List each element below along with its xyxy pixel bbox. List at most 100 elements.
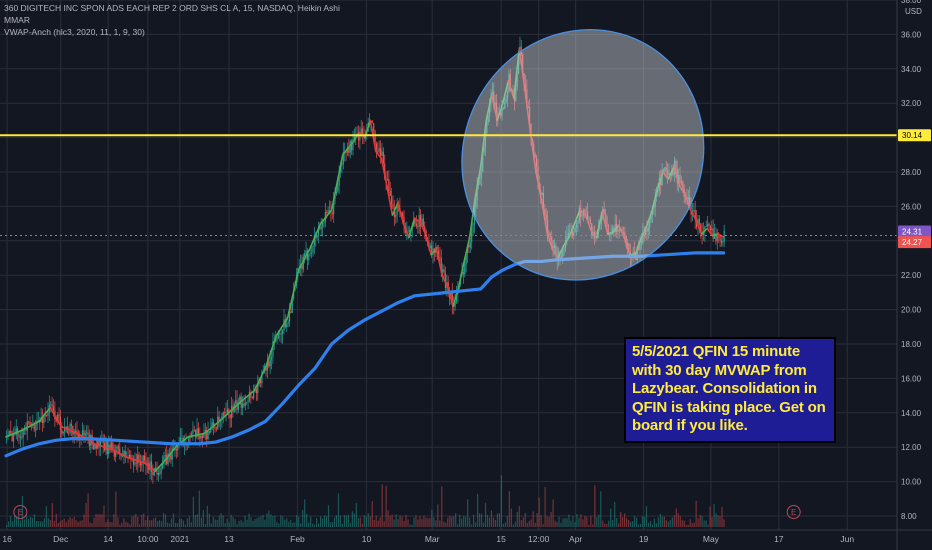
volume-bar [284, 519, 286, 527]
volume-bar [298, 516, 300, 527]
trend-segment [540, 198, 548, 233]
candle-body [308, 253, 310, 261]
candle-body [600, 217, 602, 224]
candle-body [123, 450, 125, 455]
candle-body [203, 432, 205, 438]
candle-body [95, 444, 97, 449]
trend-segment [286, 269, 300, 320]
candle-body [331, 213, 333, 215]
volume-bar [190, 522, 193, 527]
candle-body [276, 338, 278, 340]
candle-body [621, 228, 623, 233]
candle-body [335, 191, 338, 195]
candle-body [604, 213, 607, 217]
volume-bar [73, 516, 75, 527]
volume-bar [17, 515, 20, 527]
candle-body [509, 74, 511, 91]
volume-bar [204, 524, 206, 527]
chart-legend: 360 DIGITECH INC SPON ADS EACH REP 2 ORD… [4, 2, 340, 38]
trend-segment [126, 456, 145, 464]
trend-segment [584, 214, 592, 232]
volume-bar [31, 518, 34, 527]
candle-body [389, 191, 391, 197]
volume-bar [504, 522, 506, 527]
y-tick-label: 28.00 [901, 168, 922, 177]
volume-bar [184, 524, 187, 527]
volume-bar [637, 524, 640, 527]
candle-body [14, 434, 16, 436]
candle-body [506, 91, 509, 99]
y-tick-label: 32.00 [901, 99, 922, 108]
trend-segment [568, 222, 576, 239]
price-tag [898, 236, 931, 249]
candle-body [26, 421, 28, 431]
candle-body [588, 219, 590, 221]
volume-bar [164, 514, 167, 527]
candle-body [624, 232, 626, 236]
volume-bar [590, 515, 592, 527]
volume-bar [218, 515, 220, 527]
x-tick-label: 10 [362, 534, 372, 544]
volume-bar [546, 516, 548, 527]
candle-body [250, 391, 252, 398]
candle-body [381, 151, 383, 156]
candle-body [188, 435, 190, 445]
volume-bar [476, 493, 479, 527]
candle-body [644, 229, 647, 237]
volume-bar [300, 523, 302, 527]
candle-body [317, 228, 320, 236]
volume-bar [121, 522, 123, 527]
volume-bar [123, 518, 125, 527]
candle-body [116, 446, 118, 453]
volume-bar [75, 520, 77, 527]
candle-body [581, 215, 583, 217]
volume-bar [580, 514, 582, 527]
volume-bar [133, 515, 135, 527]
candle-body [337, 185, 339, 192]
volume-bar [317, 523, 320, 527]
volume-bar [635, 517, 638, 527]
candle-body [224, 412, 226, 414]
legend-symbol[interactable]: 360 DIGITECH INC SPON ADS EACH REP 2 ORD… [4, 3, 340, 13]
volume-bar [622, 517, 624, 527]
volume-bar [210, 523, 212, 527]
candle-body [145, 460, 147, 465]
volume-bar [168, 523, 171, 527]
candle-body [524, 84, 527, 90]
volume-bar [433, 517, 435, 527]
candle-body [654, 196, 656, 208]
volume-bar [480, 513, 483, 527]
candle-body [327, 210, 329, 213]
volume-bar [170, 518, 173, 527]
volume-bar [594, 485, 596, 527]
y-tick-label: 8.00 [901, 512, 917, 521]
legend-indicator-vwap[interactable]: VWAP-Anch (hlc3, 2020, 11, 1, 9, 30) [4, 27, 145, 37]
candle-body [704, 226, 706, 232]
candle-body [505, 98, 507, 103]
trend-segment [380, 157, 388, 187]
annotation-note[interactable]: 5/5/2021 QFIN 15 minute with 30 day MVWA… [624, 337, 836, 443]
candle-body [323, 222, 325, 223]
volume-bar [482, 522, 485, 527]
volume-bar [606, 524, 608, 527]
legend-indicator-mmar[interactable]: MMAR [4, 15, 30, 25]
volume-bar [576, 513, 578, 527]
candle-body [164, 454, 166, 457]
trend-segment [237, 389, 256, 406]
candle-body [462, 271, 464, 275]
candle-body [720, 240, 723, 243]
candle-body [527, 106, 529, 108]
volume-bar [639, 523, 642, 527]
candle-body [124, 450, 126, 458]
volume-bar [141, 514, 143, 527]
volume-bar [232, 517, 234, 527]
volume-bar [669, 520, 671, 527]
volume-bar [194, 515, 196, 527]
candle-body [501, 108, 503, 116]
candle-body [403, 216, 405, 226]
volume-bar [143, 513, 145, 527]
volume-bar [77, 521, 79, 527]
volume-bar [514, 521, 516, 527]
candle-body [392, 203, 394, 209]
